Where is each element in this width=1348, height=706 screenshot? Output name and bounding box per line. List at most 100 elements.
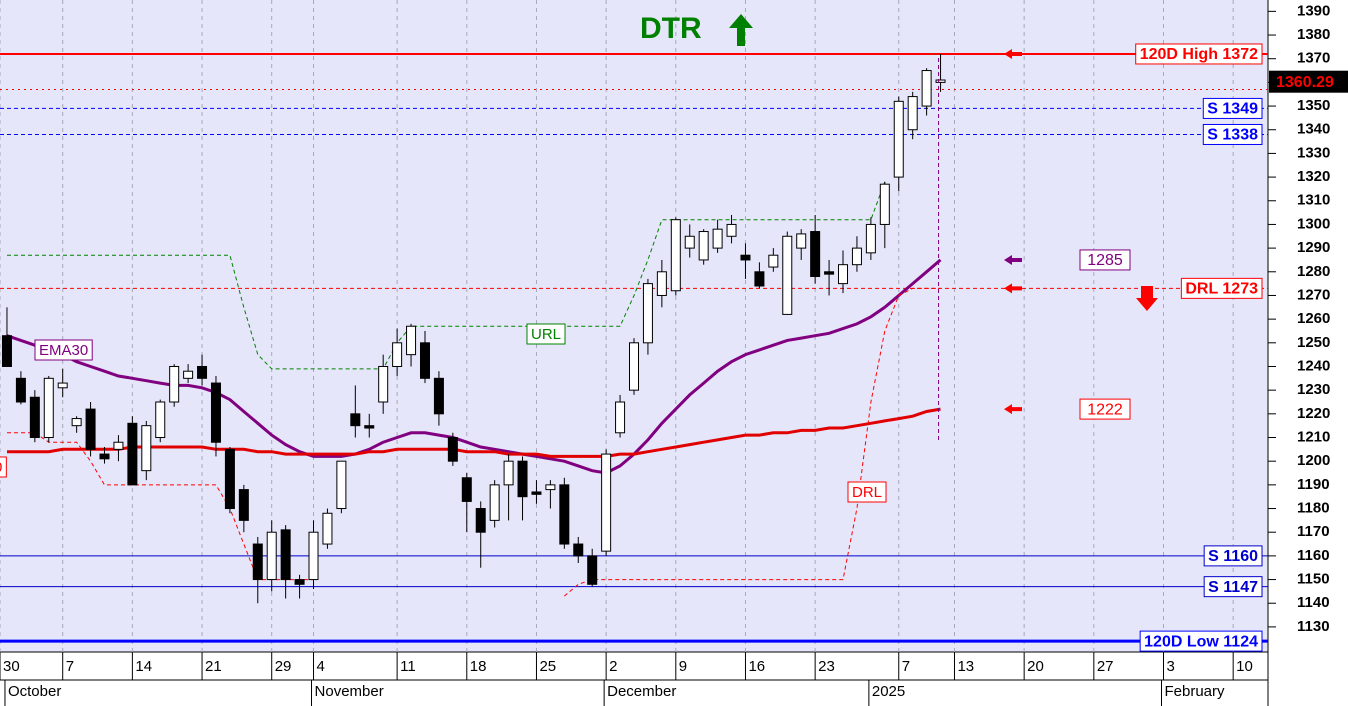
y-tick-label: 1330 [1297, 144, 1330, 161]
x-tick-label: 20 [1027, 658, 1044, 675]
x-tick-label: 2 [609, 658, 617, 675]
candle-body [935, 79, 946, 83]
candle-body [684, 235, 695, 249]
level-label: S 1147 [1208, 579, 1258, 596]
level-label-box [1203, 545, 1263, 567]
tag-box [1079, 398, 1131, 420]
candle-body [615, 401, 626, 434]
level-label-box [1202, 123, 1263, 145]
y-tick-label: 1270 [1297, 286, 1330, 303]
y-tick-label: 1320 [1297, 168, 1330, 185]
candle-body [43, 377, 54, 439]
x-tick-label: 27 [1097, 658, 1114, 675]
candle-body [15, 377, 26, 403]
candle-body [336, 460, 347, 510]
candle-body [531, 491, 542, 495]
x-tick-label: 3 [1166, 658, 1174, 675]
candle-body [252, 543, 263, 581]
x-tick-label: 23 [818, 658, 835, 675]
tag-arrow [1004, 404, 1022, 415]
y-tick-label: 1290 [1297, 239, 1330, 256]
month-label: October [8, 683, 61, 700]
y-tick-label: 1340 [1297, 121, 1330, 138]
x-tick-label: 21 [205, 658, 222, 675]
up-arrow-icon [729, 14, 753, 46]
month-label: February [1164, 683, 1225, 700]
candle-body [573, 543, 584, 557]
last-price-label: 1360.29 [1276, 74, 1334, 91]
annotation: URL [531, 326, 561, 343]
y-axis-area [1268, 0, 1348, 706]
x-tick-label: 18 [470, 658, 487, 675]
candle-body [851, 247, 862, 266]
candle-body [392, 342, 403, 367]
candle-body [197, 365, 208, 379]
x-axis-area [0, 652, 1268, 706]
candle-body [406, 325, 417, 356]
candle-body [364, 425, 375, 429]
candle-body [238, 489, 249, 521]
candle-body [768, 254, 779, 268]
candle-body [656, 271, 667, 296]
candle-body [601, 453, 612, 552]
y-tick-label: 1280 [1297, 263, 1330, 280]
candle-body [893, 100, 904, 178]
candle-body [308, 531, 319, 581]
candle-body [503, 460, 514, 486]
candle-body [740, 254, 751, 261]
candle-body [670, 219, 681, 292]
candle-body [224, 448, 235, 510]
annotation-box [847, 481, 887, 503]
indicator-line [7, 407, 941, 458]
level-label-box [1139, 630, 1263, 652]
tag-label: 1222 [1087, 401, 1123, 418]
y-tick-label: 1260 [1297, 310, 1330, 327]
candle-body [475, 508, 486, 533]
y-tick-label: 1310 [1297, 192, 1330, 209]
candle-body [29, 396, 40, 439]
candle-body [266, 531, 277, 581]
y-tick-label: 1190 [1297, 476, 1330, 493]
candle-body [879, 183, 890, 225]
candle-body [726, 223, 737, 237]
tag-box [1079, 249, 1131, 271]
y-tick-label: 1130 [1297, 618, 1330, 635]
down-arrow-icon [1136, 286, 1158, 311]
candle-body [712, 228, 723, 249]
month-label: December [607, 683, 676, 700]
annotation: EMA30 [39, 342, 88, 359]
y-tick-label: 1220 [1297, 405, 1330, 422]
indicator-line [6, 258, 942, 475]
level-label-box [1180, 277, 1263, 299]
candle-body [350, 413, 361, 427]
candle-body [489, 484, 500, 521]
x-tick-label: 25 [539, 658, 556, 675]
x-tick-label: 16 [748, 658, 765, 675]
candle-body [113, 441, 124, 450]
candle-body [433, 377, 444, 415]
month-label: November [315, 683, 384, 700]
x-tick-label: 7 [902, 658, 910, 675]
y-tick-label: 1240 [1297, 357, 1330, 374]
candle-body [85, 408, 96, 450]
y-tick-label: 1250 [1297, 334, 1330, 351]
plot-area [0, 0, 1268, 652]
chart-title: DTR [640, 12, 702, 45]
level-label: DRL 1273 [1185, 281, 1258, 298]
x-tick-label: 29 [275, 658, 292, 675]
x-tick-label: 7 [66, 658, 74, 675]
level-arrow [1004, 48, 1022, 59]
candle-body [642, 283, 653, 344]
level-label-box [1203, 576, 1263, 598]
candle-body [796, 233, 807, 249]
marks [0, 52, 1268, 643]
y-tick-label: 1150 [1297, 571, 1330, 588]
y-tick-label: 1160 [1297, 547, 1330, 564]
annotation-box [34, 339, 93, 361]
candle-body [461, 477, 472, 502]
candle-body [127, 422, 138, 486]
y-tick-label: 1200 [1297, 452, 1330, 469]
